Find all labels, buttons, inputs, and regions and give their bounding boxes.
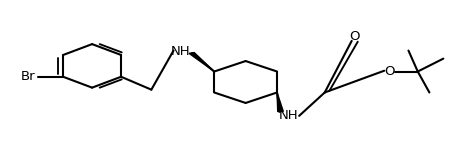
Text: Br: Br (21, 70, 36, 83)
Text: O: O (350, 30, 360, 43)
Text: O: O (385, 65, 395, 78)
Polygon shape (189, 53, 214, 72)
Text: NH: NH (279, 109, 299, 122)
Polygon shape (277, 92, 283, 112)
Text: NH: NH (171, 45, 190, 58)
